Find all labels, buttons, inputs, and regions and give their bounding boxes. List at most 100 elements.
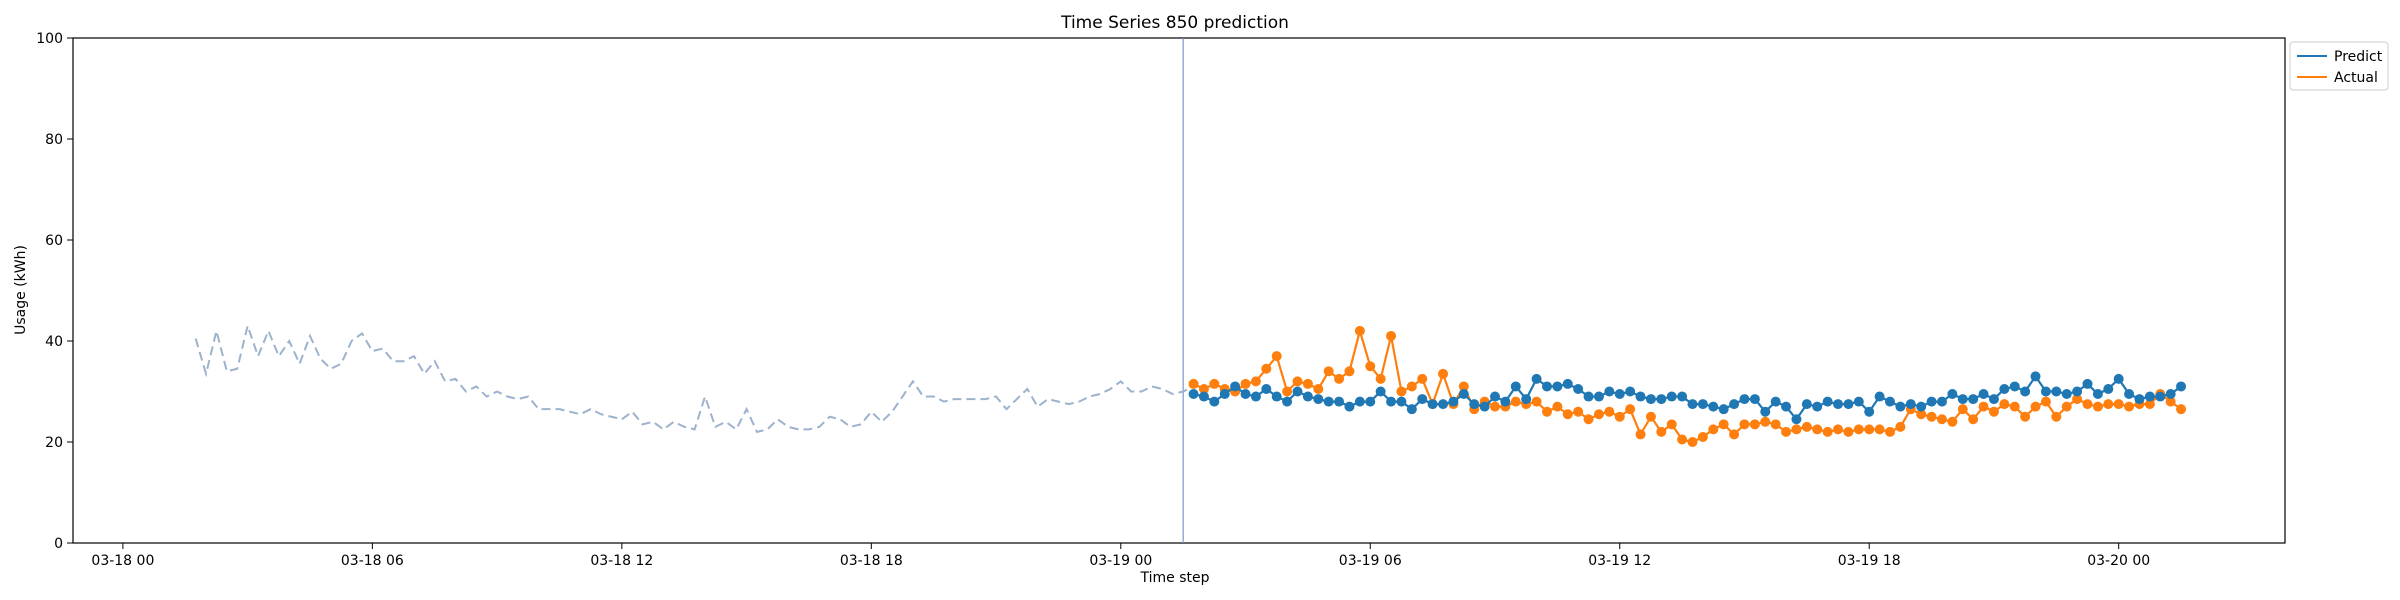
predict-point (2155, 391, 2166, 402)
actual-point (1562, 409, 1573, 420)
predict-point (1552, 381, 1563, 392)
actual-point (1936, 414, 1947, 425)
actual-point (1396, 386, 1407, 397)
predict-point (2176, 381, 2187, 392)
predict-point (1354, 396, 1365, 407)
predict-point (2009, 381, 2020, 392)
predict-point (1853, 396, 1864, 407)
plot-frame (72, 37, 2286, 544)
actual-point (1812, 424, 1823, 435)
series-layer (1188, 325, 2187, 447)
x-tick-label: 03-20 00 (2087, 553, 2150, 569)
predict-point (1198, 391, 1209, 402)
actual-point (1583, 414, 1594, 425)
predict-point (1427, 399, 1438, 410)
actual-point (1656, 426, 1667, 437)
actual-point (1864, 424, 1875, 435)
predict-point (1386, 396, 1397, 407)
actual-point (1292, 376, 1303, 387)
predict-point (1396, 396, 1407, 407)
predict-point (1282, 396, 1293, 407)
actual-point (1573, 406, 1584, 417)
predict-point (1417, 394, 1428, 405)
actual-point (1344, 366, 1355, 377)
predict-point (1760, 406, 1771, 417)
actual-point (1708, 424, 1719, 435)
actual-point (1417, 373, 1428, 384)
predict-point (1521, 394, 1532, 405)
predict-point (2124, 389, 2135, 400)
predict-point (1749, 394, 1760, 405)
predict-series (1188, 371, 2187, 425)
predict-point (1666, 391, 1677, 402)
predict-point (1573, 383, 1584, 394)
history-series-line (194, 322, 1194, 434)
predict-point (1261, 383, 1272, 394)
actual-point (1833, 424, 1844, 435)
predict-point (1458, 389, 1469, 400)
predict-point (1645, 394, 1656, 405)
actual-point (1386, 330, 1397, 341)
actual-point (1541, 406, 1552, 417)
actual-point (1552, 401, 1563, 412)
actual-point (1916, 409, 1927, 420)
actual-point (1666, 419, 1677, 430)
actual-point (2176, 404, 2187, 415)
actual-point (2020, 411, 2031, 422)
y-tick-label: 0 (54, 536, 63, 552)
actual-point (1490, 401, 1500, 412)
predict-point (1895, 401, 1906, 412)
predict-point (1833, 399, 1844, 410)
actual-point (1302, 378, 1313, 389)
actual-point (1853, 424, 1864, 435)
actual-point (2124, 401, 2135, 412)
predict-point (1729, 399, 1740, 410)
actual-point (1510, 396, 1521, 407)
actual-point (1240, 378, 1251, 389)
y-tick-label: 20 (45, 435, 63, 451)
predict-point (2061, 389, 2072, 400)
predict-point (1313, 394, 1324, 405)
y-tick-label: 80 (45, 132, 63, 148)
actual-point (1885, 426, 1895, 437)
predict-point (1406, 404, 1417, 415)
predict-point (1905, 399, 1916, 410)
predict-point (1541, 381, 1552, 392)
predict-point (1250, 391, 1261, 402)
actual-series (1188, 325, 2187, 447)
actual-point (1687, 437, 1698, 447)
predict-point (2092, 389, 2103, 400)
y-tick-label: 100 (36, 31, 63, 47)
predict-point (1697, 399, 1708, 410)
predict-point (1230, 381, 1241, 392)
x-axis: 03-18 00 03-18 06 03-18 12 03-18 18 03-19 00… (91, 543, 2150, 569)
predict-point (1240, 389, 1251, 400)
actual-point (2113, 399, 2124, 410)
predict-point (1957, 394, 1968, 405)
x-tick-label: 03-18 18 (840, 553, 903, 569)
predict-point (1344, 401, 1355, 412)
predict-point (1988, 394, 1999, 405)
actual-point (1282, 386, 1293, 397)
actual-point (1988, 406, 1999, 417)
predict-point (1718, 404, 1729, 415)
predict-point (1365, 396, 1376, 407)
actual-point (2040, 396, 2051, 407)
actual-point (2144, 399, 2155, 410)
predict-point (1791, 414, 1802, 425)
actual-point (1895, 421, 1906, 432)
actual-point (1334, 373, 1345, 384)
actual-point (2092, 401, 2103, 412)
actual-point (1749, 419, 1760, 430)
predict-point (1271, 391, 1282, 402)
x-tick-label: 03-18 06 (341, 553, 404, 569)
actual-point (1354, 325, 1365, 336)
actual-point (1978, 401, 1989, 412)
actual-point (1999, 399, 2010, 410)
predict-point (1822, 396, 1833, 407)
predict-point (1874, 391, 1885, 402)
y-axis-label: Usage (kWh) (13, 245, 29, 335)
predict-point (1999, 383, 2010, 394)
predict-point (1500, 396, 1511, 407)
